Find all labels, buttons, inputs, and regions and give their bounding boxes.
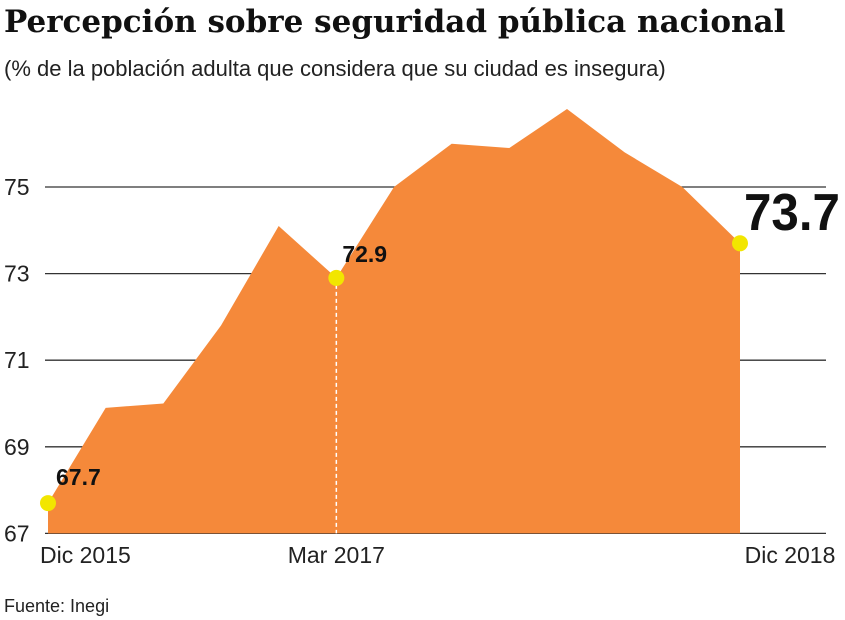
y-tick-label: 67	[4, 520, 30, 546]
chart-title: Percepción sobre seguridad pública nacio…	[4, 4, 785, 40]
chart-subtitle: (% de la población adulta que considera …	[4, 56, 666, 81]
y-tick-label: 75	[4, 174, 30, 200]
source-note: Fuente: Inegi	[4, 596, 109, 616]
data-marker	[732, 235, 748, 252]
x-tick-label: Mar 2017	[288, 542, 385, 568]
data-label-final: 73.7	[744, 184, 840, 242]
data-marker	[40, 495, 56, 512]
x-tick-label: Dic 2018	[745, 542, 836, 568]
area-series	[48, 109, 740, 534]
data-label: 72.9	[342, 241, 387, 267]
y-tick-label: 73	[4, 261, 30, 287]
y-tick-label: 71	[4, 347, 30, 373]
data-label: 67.7	[56, 464, 101, 490]
y-tick-label: 69	[4, 434, 30, 460]
data-marker	[328, 269, 345, 286]
x-tick-label: Dic 2015	[40, 542, 131, 568]
